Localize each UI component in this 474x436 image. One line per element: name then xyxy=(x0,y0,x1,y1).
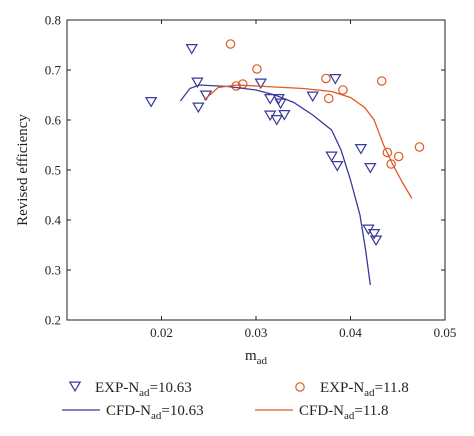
series-layer xyxy=(144,39,425,286)
legend-label-main: EXP-N xyxy=(320,380,364,396)
data-point-triangle xyxy=(191,77,204,89)
legend-label-main: CFD-N xyxy=(299,403,344,419)
x-axis-label-main: m xyxy=(245,348,257,364)
data-point-triangle xyxy=(274,98,287,110)
legend-label: CFD-Nad=11.8 xyxy=(299,403,389,422)
series-line xyxy=(179,84,371,286)
data-point-circle xyxy=(376,76,387,86)
data-point-circle xyxy=(414,142,425,152)
y-tick-label: 0.4 xyxy=(45,213,62,228)
y-axis-label: Revised efficiency xyxy=(15,114,31,226)
data-point-triangle xyxy=(354,144,368,155)
data-point-circle xyxy=(382,147,393,158)
data-point-triangle xyxy=(329,73,342,85)
legend-entry: CFD-Nad=11.8 xyxy=(255,403,389,422)
legend-label-sub: ad xyxy=(344,410,355,422)
x-tick-label: 0.02 xyxy=(150,325,173,340)
data-point-triangle xyxy=(325,151,338,163)
data-point-circle xyxy=(225,39,236,49)
y-tick-label: 0.5 xyxy=(45,163,61,178)
line-series xyxy=(179,84,371,286)
legend-label-main: EXP-N xyxy=(95,380,139,396)
series-line xyxy=(203,84,413,199)
legend-label: CFD-Nad=10.63 xyxy=(106,403,204,422)
data-point-circle xyxy=(338,85,348,95)
data-point-triangle xyxy=(192,102,205,114)
legend-label-sub: ad xyxy=(151,410,162,422)
x-axis-label: mad xyxy=(245,348,268,367)
data-point-circle xyxy=(393,151,404,162)
data-point-triangle xyxy=(364,163,377,174)
y-tick-label: 0.6 xyxy=(45,113,62,128)
data-point-circle xyxy=(323,93,334,104)
legend-label-main: CFD-N xyxy=(106,403,151,419)
line-series xyxy=(203,84,413,199)
y-tick-label: 0.8 xyxy=(45,13,61,28)
x-axis-label-sub: ad xyxy=(257,355,268,367)
data-point-triangle xyxy=(144,96,158,108)
data-point-triangle xyxy=(306,91,319,103)
data-point-triangle xyxy=(270,114,284,126)
legend-label-value: =11.8 xyxy=(375,380,409,396)
legend-label-sub: ad xyxy=(139,387,150,399)
data-point-triangle xyxy=(369,235,383,247)
x-tick-label: 0.03 xyxy=(245,325,268,340)
legend-label-value: =11.8 xyxy=(354,403,388,419)
y-axis-ticks: 0.2 0.3 0.4 0.5 0.6 0.7 0.8 xyxy=(45,13,445,328)
data-point-triangle xyxy=(367,229,381,240)
legend-entry: EXP-Nad=10.63 xyxy=(68,380,192,399)
legend-label-sub: ad xyxy=(364,387,375,399)
legend-label: EXP-Nad=11.8 xyxy=(320,380,409,399)
y-tick-label: 0.3 xyxy=(45,263,61,278)
x-tick-label: 0.05 xyxy=(434,325,457,340)
legend-entry: CFD-Nad=10.63 xyxy=(62,403,204,422)
legend-label: EXP-Nad=10.63 xyxy=(95,380,192,399)
plot-area: 0.02 0.03 0.04 0.05 0.2 0.3 0.4 0.5 0.6 0.7 0.8 xyxy=(45,13,457,341)
data-point-triangle xyxy=(263,93,277,105)
data-point-triangle xyxy=(254,78,267,90)
data-point-triangle xyxy=(185,43,198,55)
scatter-series xyxy=(225,39,425,169)
x-tick-label: 0.04 xyxy=(339,325,362,340)
y-tick-label: 0.7 xyxy=(45,63,62,78)
scatter-series xyxy=(144,43,383,247)
legend-triangle-swatch xyxy=(68,381,82,393)
data-point-triangle xyxy=(331,161,344,172)
data-point-circle xyxy=(252,64,262,74)
y-tick-label: 0.2 xyxy=(45,313,61,328)
data-point-triangle xyxy=(278,109,291,121)
legend-circle-swatch xyxy=(295,382,305,392)
legend-label-value: =10.63 xyxy=(161,403,203,419)
legend-entry: EXP-Nad=11.8 xyxy=(295,380,409,399)
data-point-circle xyxy=(321,73,331,84)
legend-label-value: =10.63 xyxy=(150,380,192,396)
x-axis-ticks: 0.02 0.03 0.04 0.05 xyxy=(150,20,456,340)
